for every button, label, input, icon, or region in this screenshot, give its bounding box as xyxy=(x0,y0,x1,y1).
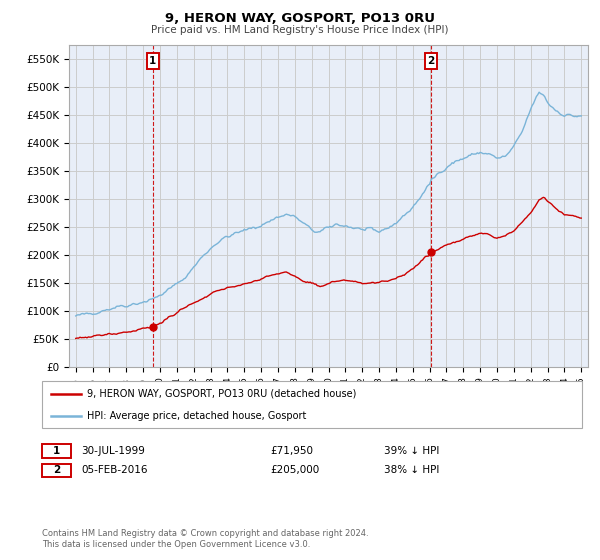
Text: 39% ↓ HPI: 39% ↓ HPI xyxy=(384,446,439,456)
Text: 38% ↓ HPI: 38% ↓ HPI xyxy=(384,465,439,475)
Text: £71,950: £71,950 xyxy=(270,446,313,456)
Text: £205,000: £205,000 xyxy=(270,465,319,475)
Text: 2: 2 xyxy=(53,465,60,475)
Text: Price paid vs. HM Land Registry's House Price Index (HPI): Price paid vs. HM Land Registry's House … xyxy=(151,25,449,35)
Text: 9, HERON WAY, GOSPORT, PO13 0RU (detached house): 9, HERON WAY, GOSPORT, PO13 0RU (detache… xyxy=(87,389,356,399)
Text: 1: 1 xyxy=(149,56,157,66)
Text: HPI: Average price, detached house, Gosport: HPI: Average price, detached house, Gosp… xyxy=(87,410,307,421)
Text: 9, HERON WAY, GOSPORT, PO13 0RU: 9, HERON WAY, GOSPORT, PO13 0RU xyxy=(165,12,435,25)
Text: 1: 1 xyxy=(53,446,60,456)
Text: Contains HM Land Registry data © Crown copyright and database right 2024.
This d: Contains HM Land Registry data © Crown c… xyxy=(42,529,368,549)
Text: 05-FEB-2016: 05-FEB-2016 xyxy=(81,465,148,475)
Text: 2: 2 xyxy=(427,56,435,66)
Text: 30-JUL-1999: 30-JUL-1999 xyxy=(81,446,145,456)
